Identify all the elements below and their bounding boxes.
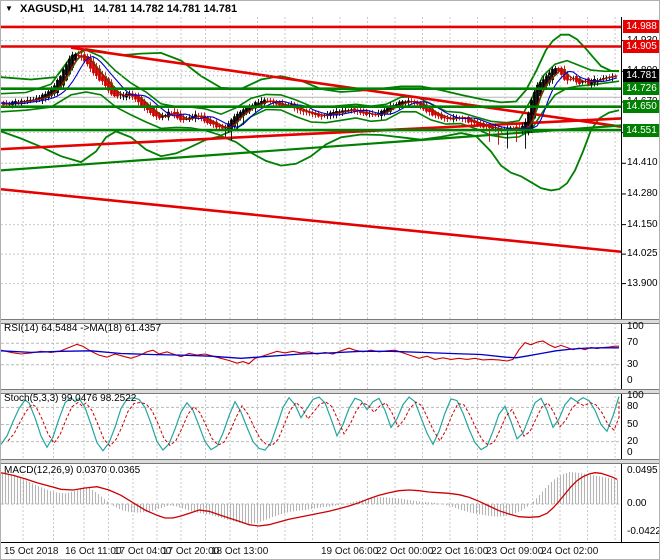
date-label: 16 Oct 11:00 — [65, 546, 122, 557]
date-label: 17 Oct 20:00 — [162, 546, 220, 557]
rsi-tick-label: 0 — [627, 375, 633, 386]
chart-menu-dropdown-icon[interactable]: ▼ — [5, 4, 13, 13]
price-badge: 14.650 — [623, 100, 659, 114]
macd-tick-label: -0.0422 — [627, 526, 660, 538]
chart-title: ▼ XAGUSD,H1 14.781 14.782 14.781 14.781 — [5, 3, 237, 15]
price-tick-label: 14.025 — [627, 248, 658, 260]
stochastic-indicator-label: Stoch(5,3,3) 99.0476 98.2522 — [4, 393, 137, 404]
price-badge: 14.988 — [623, 20, 659, 34]
panel-separator[interactable] — [1, 459, 659, 464]
rsi-indicator-label: RSI(14) 64.5484 ->MA(18) 61.4357 — [4, 323, 162, 334]
macd-indicator-label: MACD(12,26,9) 0.0370 0.0365 — [4, 465, 141, 476]
stoch-tick-label: 20 — [627, 435, 639, 447]
date-label: 18 Oct 13:00 — [211, 546, 269, 557]
price-tick-label: 14.280 — [627, 187, 658, 199]
price-badge: 14.551 — [623, 123, 659, 137]
price-tick-label: 14.410 — [627, 157, 658, 169]
date-label: 23 Oct 09:00 — [486, 546, 544, 557]
panel-separator[interactable] — [1, 389, 659, 394]
stoch-tick-label: 50 — [627, 418, 639, 430]
date-label: 22 Oct 16:00 — [431, 546, 489, 557]
date-label: 15 Oct 2018 — [4, 546, 59, 557]
price-badge: 14.905 — [623, 39, 659, 53]
date-label: 19 Oct 06:00 — [321, 546, 379, 557]
price-tick-label: 14.150 — [627, 218, 658, 230]
date-label: 24 Oct 02:00 — [541, 546, 599, 557]
stoch-tick-label: 80 — [627, 401, 639, 413]
stoch-tick-label: 0 — [627, 447, 633, 458]
rsi-tick-label: 30 — [627, 358, 639, 370]
rsi-tick-label: 100 — [627, 321, 644, 332]
symbol-timeframe-label: XAGUSD,H1 — [19, 3, 85, 15]
stoch-tick-label: 100 — [627, 390, 644, 401]
ohlc-quotes-label: 14.781 14.782 14.781 14.781 — [93, 3, 238, 15]
date-label: 22 Oct 00:00 — [376, 546, 434, 557]
macd-tick-label: 0.00 — [627, 498, 647, 509]
panel-separator[interactable] — [1, 319, 659, 324]
rsi-tick-label: 70 — [627, 337, 639, 349]
price-badge: 14.781 — [623, 69, 659, 83]
date-label: 17 Oct 04:00 — [114, 546, 172, 557]
macd-tick-label: 0.0495 — [627, 465, 658, 476]
price-badge: 14.726 — [623, 82, 659, 96]
price-tick-label: 13.900 — [627, 277, 658, 289]
